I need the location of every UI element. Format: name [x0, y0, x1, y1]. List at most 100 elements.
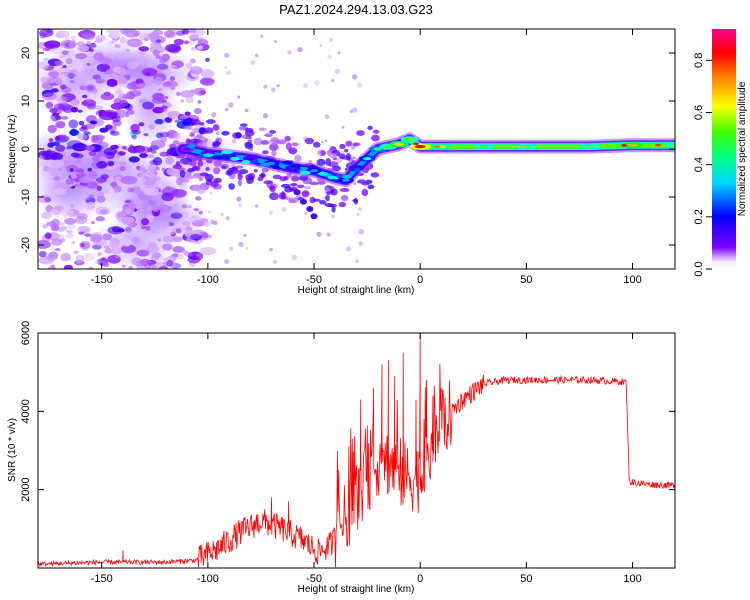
noise-blob [45, 101, 54, 109]
noise-blob [82, 99, 97, 107]
snr-ticks: -150 -100 -50 0 50 100 2000 4000 6000 [20, 321, 675, 585]
noise-blob [158, 87, 162, 92]
noise-blob [131, 134, 138, 140]
noise-blob [161, 192, 174, 202]
ridge-noise [312, 198, 321, 202]
noise-blob [164, 96, 169, 100]
ridge-segment [259, 162, 272, 167]
noise-blob [40, 76, 49, 84]
ridge-noise [372, 129, 380, 134]
ridge-hotspot [519, 145, 526, 149]
noise-blob [159, 131, 170, 138]
noise-blob [128, 266, 133, 269]
noise-blob [169, 169, 182, 178]
noise-blob [192, 172, 202, 179]
chart-title: PAZ1.2024.294.13.03.G23 [279, 2, 433, 17]
noise-blob [170, 188, 187, 198]
noise-blob [56, 96, 68, 104]
noise-blob [345, 246, 352, 252]
snr-frame [37, 332, 676, 569]
noise-blob [135, 78, 144, 85]
noise-blob [196, 133, 203, 139]
ridge-noise [172, 139, 180, 145]
ridge-noise [270, 137, 280, 145]
ridge-segment [186, 144, 196, 149]
noise-blob [321, 140, 324, 144]
noise-blob [63, 264, 73, 269]
noise-blob [308, 159, 312, 164]
noise-blob [92, 182, 99, 186]
ridge-noise [179, 115, 189, 120]
noise-blob [208, 234, 213, 239]
ridge-noise [244, 129, 255, 137]
ridge-peak [405, 137, 415, 141]
noise-blob [66, 229, 74, 234]
noise-blob [110, 130, 115, 134]
y-tick-label: 0 [20, 146, 32, 152]
noise-blob [166, 259, 174, 267]
colorbar-tick-label: 0.0 [693, 261, 705, 276]
noise-blob [334, 68, 340, 75]
x-tick-label: 100 [623, 573, 641, 585]
ridge-peak [414, 145, 426, 149]
noise-blob [115, 255, 121, 259]
noise-blob [203, 221, 211, 228]
ridge-noise [179, 169, 186, 178]
noise-blob [159, 204, 167, 209]
noise-blob [134, 145, 151, 154]
ridge-peak [585, 145, 595, 149]
noise-blob [220, 212, 224, 217]
noise-blob [197, 100, 202, 104]
noise-blob [131, 130, 141, 135]
ridge-segment [221, 150, 233, 155]
ridge-noise [231, 166, 237, 171]
noise-blob [157, 63, 169, 70]
noise-blob [197, 37, 204, 43]
ridge-noise [338, 201, 347, 208]
ridge-noise [324, 203, 334, 208]
noise-blob [60, 67, 69, 73]
noise-blob [175, 228, 182, 234]
noise-blob [141, 225, 146, 230]
noise-blob [44, 40, 61, 49]
noise-blob [41, 150, 59, 160]
colorbar-tick-label: 0.2 [693, 209, 705, 224]
noise-blob [50, 88, 59, 93]
noise-blob [108, 33, 113, 38]
ridge-noise [330, 188, 338, 196]
noise-blob [224, 259, 229, 264]
ridge-noise [370, 172, 380, 178]
noise-blob [150, 228, 157, 233]
ridge-noise [189, 132, 195, 137]
noise-blob [88, 266, 94, 269]
noise-blob [65, 178, 75, 185]
noise-blob [139, 165, 146, 171]
ridge-branch-core [308, 207, 312, 211]
noise-blob [93, 52, 104, 61]
noise-blob [86, 62, 91, 66]
noise-blob [107, 161, 115, 167]
noise-blob [121, 145, 127, 150]
ridge-segment [353, 168, 361, 173]
noise-blob [114, 43, 121, 49]
noise-blob [71, 142, 88, 152]
ridge-noise [353, 142, 361, 146]
noise-blob [152, 208, 159, 212]
y-tick-label: 2000 [20, 477, 32, 501]
noise-blob [287, 50, 292, 55]
noise-blob [358, 228, 364, 235]
noise-blob [139, 56, 144, 60]
noise-blob [181, 204, 187, 209]
ridge-noise [272, 174, 282, 180]
noise-blob [153, 76, 163, 86]
noise-blob [73, 250, 79, 255]
ridge-noise [258, 127, 267, 132]
ridge-noise [290, 182, 298, 187]
noise-blob [95, 216, 105, 222]
ridge-noise [172, 164, 183, 170]
noise-blob [281, 206, 287, 212]
noise-blob [123, 147, 128, 151]
noise-blob [198, 177, 203, 181]
noise-blob [194, 29, 206, 36]
ridge-noise [205, 119, 216, 125]
